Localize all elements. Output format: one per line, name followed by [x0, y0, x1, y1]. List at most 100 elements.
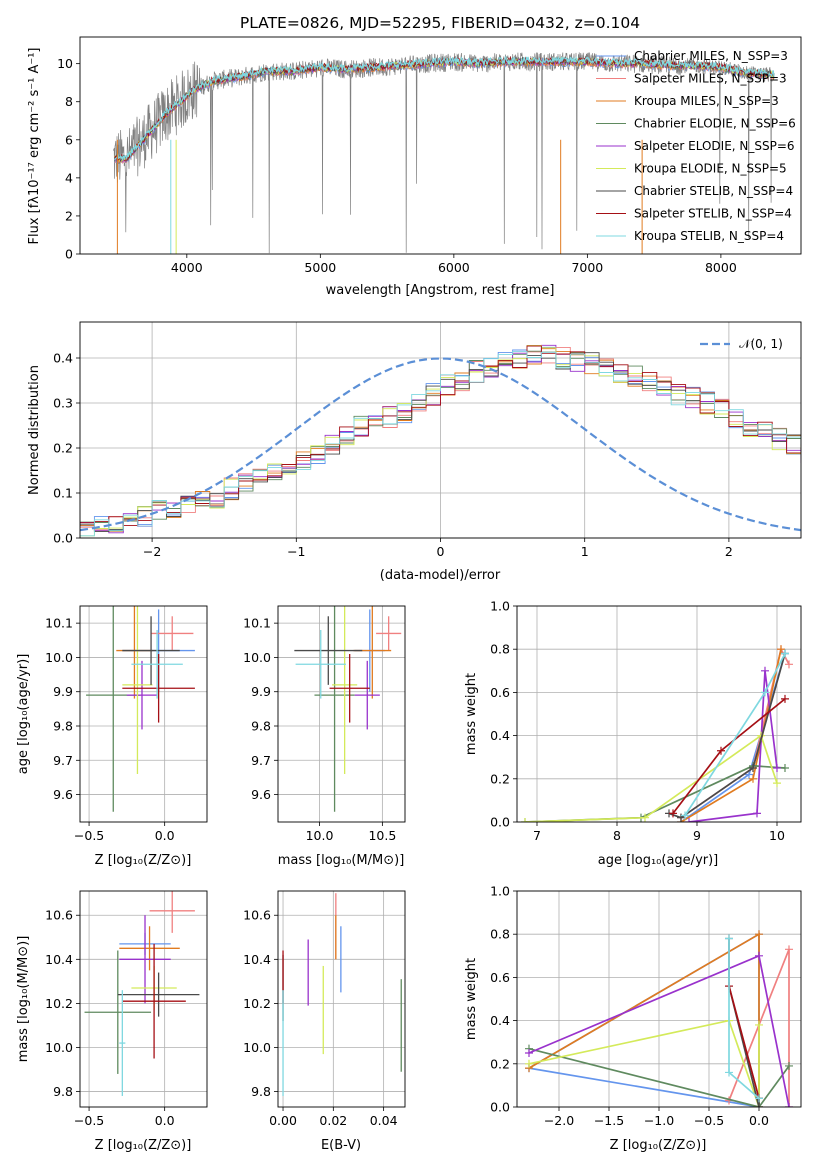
mass-weight-line — [528, 1019, 760, 1107]
y-tick-label: 0.2 — [490, 1056, 510, 1071]
x-tick-label: 8 — [613, 828, 621, 843]
mass-weight-marker — [781, 649, 789, 658]
y-tick-label: 9.6 — [251, 787, 271, 802]
y-tick-label: 10.0 — [243, 650, 271, 665]
x-tick-label: 1 — [581, 544, 589, 559]
x-tick-label: 9 — [693, 828, 701, 843]
y-tick-label: 0.8 — [490, 642, 510, 657]
mass-weight-vs-metallicity-panel: −2.0 −1.5 −1.0 −0.5 0.0 0.0 0.2 0.4 0.6 0.8 1.0 Z [… — [464, 884, 802, 1153]
y-tick-label: 10.0 — [243, 1040, 271, 1055]
mass-weight-marker — [525, 1059, 533, 1068]
spectrum-panel: 4000 5000 6000 7000 8000 0 2 4 6 8 10 Chabrier MILE… — [27, 36, 802, 298]
mass-weight-marker — [749, 774, 757, 783]
y-axis-label: mass [log₁₀(M/M⊙)] — [16, 936, 31, 1063]
mass-weight-marker — [773, 779, 781, 788]
model-spectrum-line — [114, 56, 775, 163]
x-tick-label: 7 — [533, 828, 541, 843]
mass-weight-marker — [785, 660, 793, 669]
mass-weight-marker — [781, 694, 789, 703]
y-tick-label: 4 — [65, 170, 73, 185]
mass-weight-marker — [725, 1068, 733, 1077]
mass-weight-marker — [755, 1103, 763, 1107]
y-tick-label: 0.1 — [53, 486, 73, 501]
plot-area — [86, 606, 195, 812]
y-tick-label: 10.6 — [243, 908, 271, 923]
x-tick-label: −2 — [143, 544, 161, 559]
mass-weight-marker — [777, 645, 785, 654]
legend-label: Chabrier STELIB, N_SSP=4 — [634, 184, 793, 198]
y-tick-label: 10.2 — [45, 996, 73, 1011]
mass-weight-line — [528, 1047, 790, 1107]
residual-histogram-line — [80, 346, 801, 531]
x-tick-label: −0.5 — [74, 828, 104, 843]
x-axis-label: age [log₁₀(age/yr)] — [598, 853, 719, 868]
plot-area — [294, 606, 402, 812]
legend-label: Chabrier MILES, N_SSP=3 — [634, 49, 788, 63]
y-tick-label: 9.8 — [251, 719, 271, 734]
axes-frame — [79, 605, 208, 823]
residual-histogram-line — [80, 345, 801, 526]
residuals-panel: −2 −1 0 1 2 0.0 0.1 0.2 0.3 0.4 𝒩(0, 1) (data-model… — [27, 321, 802, 583]
mass-weight-marker — [761, 666, 769, 675]
y-tick-label: 0.4 — [490, 728, 510, 743]
x-tick-label: −1.0 — [644, 1113, 674, 1128]
plot-area — [525, 930, 793, 1107]
mass-weight-marker — [785, 1103, 793, 1107]
mass-weight-marker — [717, 746, 725, 755]
legend-label: Chabrier ELODIE, N_SSP=6 — [634, 117, 796, 131]
y-tick-label: 0.0 — [53, 531, 73, 546]
mass-weight-marker — [785, 1061, 793, 1070]
mass-weight-marker — [669, 809, 677, 818]
x-tick-label: −1 — [287, 544, 305, 559]
y-tick-label: 9.9 — [251, 684, 271, 699]
y-tick-label: 10.4 — [45, 952, 73, 967]
y-tick-label: 0.6 — [490, 685, 510, 700]
x-tick-label: −1.5 — [594, 1113, 624, 1128]
y-tick-label: 10.4 — [243, 952, 271, 967]
x-tick-label: 0.0 — [155, 1113, 175, 1128]
y-tick-label: 0.6 — [490, 970, 510, 985]
mass-weight-line — [524, 734, 778, 822]
axes-frame — [79, 36, 802, 255]
x-tick-label: 0.04 — [370, 1113, 398, 1128]
mass-vs-extinction-panel: 0.00 0.02 0.04 9.8 10.0 10.2 10.4 10.6 E(B-V) — [243, 890, 406, 1153]
y-axis-label: Normed distribution — [27, 365, 42, 495]
x-tick-label: 6000 — [438, 260, 470, 275]
x-tick-label: 8000 — [705, 260, 737, 275]
legend-label: Kroupa STELIB, N_SSP=4 — [634, 229, 784, 243]
x-tick-label: 2 — [725, 544, 733, 559]
plot-area — [282, 893, 402, 1096]
y-tick-label: 9.7 — [53, 753, 73, 768]
y-tick-label: 9.8 — [53, 1084, 73, 1099]
normal-distribution-line — [80, 357, 801, 532]
x-axis-label: Z [log₁₀(Z/Z⊙)] — [95, 853, 192, 868]
y-axis-label: age [log₁₀(age/yr)] — [16, 654, 31, 775]
residual-histogram-line — [80, 346, 801, 530]
y-tick-label: 9.9 — [53, 684, 73, 699]
y-tick-label: 0.0 — [490, 1100, 510, 1115]
y-tick-label: 9.7 — [251, 753, 271, 768]
legend-label: Salpeter STELIB, N_SSP=4 — [634, 207, 792, 221]
x-tick-label: 5000 — [304, 260, 336, 275]
mass-weight-line — [668, 653, 786, 819]
x-axis-label: wavelength [Angstrom, rest frame] — [326, 283, 555, 298]
y-tick-label: 2 — [65, 208, 73, 223]
axes-frame — [516, 890, 802, 1108]
x-tick-label: −0.5 — [74, 1113, 104, 1128]
axes-frame — [277, 605, 406, 823]
y-tick-label: 10.2 — [243, 996, 271, 1011]
mass-weight-marker — [681, 811, 689, 820]
x-tick-label: 0.02 — [319, 1113, 347, 1128]
x-tick-label: 10.0 — [306, 828, 334, 843]
y-tick-label: 9.8 — [53, 719, 73, 734]
x-tick-label: 0.00 — [269, 1113, 297, 1128]
mass-weight-marker — [761, 688, 769, 697]
y-tick-label: 8 — [65, 94, 73, 109]
y-axis-label: Flux [fλ10⁻¹⁷ erg cm⁻² s⁻¹ A⁻¹] — [27, 48, 42, 245]
residual-histogram-line — [80, 345, 801, 537]
mass-weight-marker — [725, 934, 733, 943]
residual-histogram-line — [80, 348, 801, 532]
y-tick-label: 0.2 — [53, 441, 73, 456]
mass-weight-marker — [749, 764, 757, 772]
